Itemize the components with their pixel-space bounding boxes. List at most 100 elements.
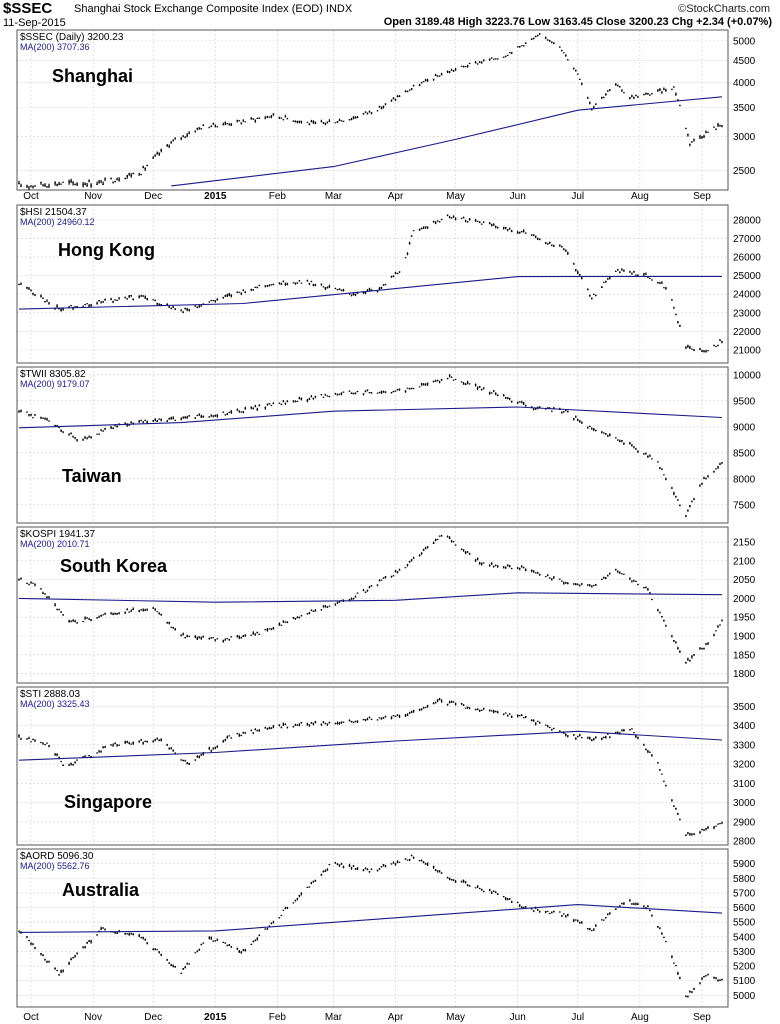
y-tick-label: 3200 [733, 760, 756, 771]
y-tick-label: 5300 [733, 947, 756, 958]
panel-frame [16, 686, 729, 846]
symbol-title: $SSEC [3, 0, 53, 17]
x-tick-label: May [446, 1012, 465, 1023]
legend-price: $HSI 21504.37 [20, 207, 87, 218]
y-tick-label: 1850 [733, 650, 756, 661]
x-tick-label: Sep [693, 191, 711, 202]
ma200-line [18, 730, 723, 761]
price-bars [18, 33, 723, 190]
quote-summary: Open 3189.48 High 3223.76 Low 3163.45 Cl… [383, 16, 772, 28]
x-tick-label: Feb [269, 1012, 287, 1023]
y-tick-label: 4000 [733, 78, 756, 89]
panel-frame [16, 204, 729, 364]
price-series [18, 214, 723, 353]
x-tick-label: Oct [23, 191, 39, 202]
y-tick-label: 9000 [733, 422, 756, 433]
y-tick-label: 5400 [733, 932, 756, 943]
y-tick-label: 28000 [733, 215, 761, 226]
y-tick-label: 27000 [733, 234, 761, 245]
price-bars [18, 697, 723, 837]
x-tick-label: Apr [388, 1012, 404, 1023]
panel-2: 28000 27000 26000 25000 24000 23000 22000 21000… [16, 204, 761, 364]
y-tick-label: 2500 [733, 166, 756, 177]
panel-4: 2150 2100 2050 2000 1950 1900 1850 1800 $KOSPI 1… [16, 526, 756, 684]
y-tick-label: 3400 [733, 721, 756, 732]
price-series [18, 697, 723, 837]
y-tick-label: 2100 [733, 556, 756, 567]
price-series [18, 854, 723, 998]
x-tick-label: Mar [325, 191, 343, 202]
x-tick-label: Oct [23, 1012, 39, 1023]
panel-3: 10000 9500 9000 8500 8000 7500 $TWII 8305.82MA… [16, 366, 761, 524]
legend-ma: MA(200) 3707.36 [20, 42, 90, 52]
market-name-label: Australia [62, 880, 140, 900]
y-tick-label: 9500 [733, 396, 756, 407]
price-bars [18, 214, 723, 353]
x-tick-label: Sep [693, 1012, 711, 1023]
legend-price: $STI 2888.03 [20, 689, 80, 700]
market-name-label: Singapore [64, 792, 152, 812]
y-tick-label: 2000 [733, 594, 756, 605]
panel-frame [16, 366, 729, 524]
y-tick-label: 2150 [733, 538, 756, 549]
y-tick-label: 5000 [733, 36, 756, 47]
x-tick-label: 2015 [204, 191, 227, 202]
y-tick-label: 1950 [733, 613, 756, 624]
y-tick-label: 5800 [733, 874, 756, 885]
y-tick-label: 3100 [733, 779, 756, 790]
x-tick-label: Feb [269, 191, 287, 202]
y-tick-label: 5500 [733, 918, 756, 929]
x-tick-label: Dec [144, 191, 162, 202]
legend-price: $SSEC (Daily) 3200.23 [20, 32, 124, 43]
as-of-date: 11-Sep-2015 [3, 17, 66, 29]
price-bars [18, 534, 723, 664]
market-name-label: Hong Kong [58, 240, 155, 260]
market-name-label: Taiwan [62, 466, 122, 486]
y-tick-label: 23000 [733, 308, 761, 319]
legend-price: $AORD 5096.30 [20, 851, 94, 862]
y-tick-label: 8000 [733, 474, 756, 485]
legend-price: $TWII 8305.82 [20, 369, 86, 380]
x-tick-label: Mar [325, 1012, 343, 1023]
x-tick-label: Jun [510, 191, 526, 202]
y-tick-label: 7500 [733, 500, 756, 511]
legend-ma: MA(200) 3325.43 [20, 699, 90, 709]
ma200-line [18, 275, 723, 310]
x-tick-label: May [446, 191, 465, 202]
legend-ma: MA(200) 2010.71 [20, 539, 90, 549]
y-tick-label: 21000 [733, 345, 761, 356]
price-bars [18, 854, 723, 998]
legend-ma: MA(200) 5562.76 [20, 861, 90, 871]
chart-header: $SSEC Shanghai Stock Exchange Composite … [0, 0, 780, 30]
x-tick-label: 2015 [204, 1012, 227, 1023]
y-tick-label: 1800 [733, 669, 756, 680]
x-tick-label: Jul [571, 191, 584, 202]
y-tick-label: 3500 [733, 103, 756, 114]
x-tick-label: Nov [84, 1012, 102, 1023]
price-series [18, 374, 723, 518]
price-bars [18, 374, 723, 518]
y-tick-label: 5700 [733, 888, 756, 899]
x-tick-label: Aug [631, 191, 649, 202]
ma200-line [18, 592, 723, 603]
x-tick-label: Nov [84, 191, 102, 202]
x-tick-label: Aug [631, 1012, 649, 1023]
legend-ma: MA(200) 24960.12 [20, 217, 95, 227]
x-tick-label: Apr [388, 191, 404, 202]
y-tick-label: 25000 [733, 271, 761, 282]
y-tick-label: 2900 [733, 817, 756, 828]
y-tick-label: 3000 [733, 132, 756, 143]
y-tick-label: 26000 [733, 253, 761, 264]
y-tick-label: 1900 [733, 632, 756, 643]
market-name-label: Shanghai [52, 66, 133, 86]
y-tick-label: 3000 [733, 798, 756, 809]
panel-frame [16, 29, 729, 191]
panel-5: 3500 3400 3300 3200 3100 3000 2900 2800 $STI 288… [16, 686, 756, 848]
ma200-line [18, 904, 723, 933]
panel-frame [16, 526, 729, 684]
price-series [18, 534, 723, 664]
y-tick-label: 8500 [733, 448, 756, 459]
x-tick-label: Jul [571, 1012, 584, 1023]
